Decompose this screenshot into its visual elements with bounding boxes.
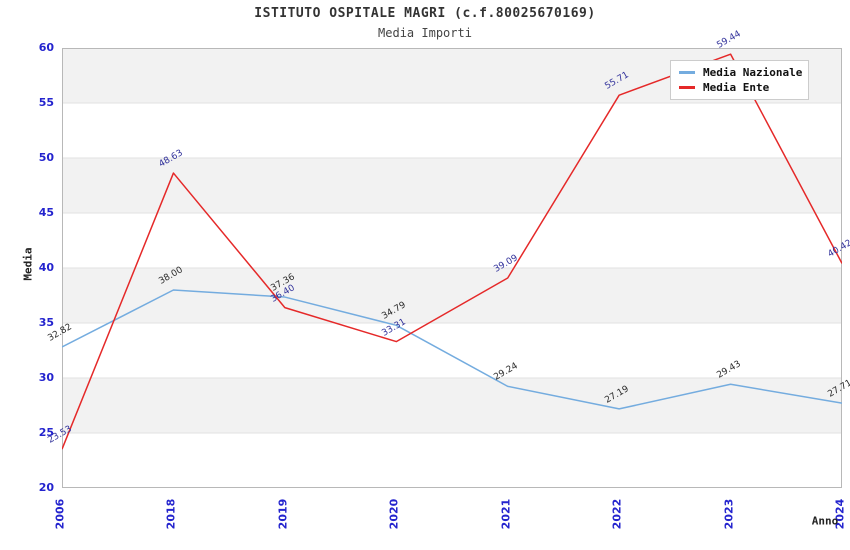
chart-subtitle: Media Importi: [378, 26, 472, 40]
x-tick: 2018: [164, 498, 178, 530]
x-axis-title: Anno: [811, 514, 839, 528]
x-tick: 2020: [387, 498, 401, 530]
y-tick: 25: [38, 426, 54, 439]
x-tick: 2023: [722, 498, 736, 530]
chart-title: ISTITUTO OSPITALE MAGRI (c.f.80025670169…: [254, 6, 596, 21]
legend: Media Nazionale Media Ente: [670, 60, 809, 100]
x-tick: 2006: [53, 498, 67, 530]
legend-item-ente: Media Ente: [671, 81, 808, 94]
x-tick: 2021: [499, 498, 513, 530]
legend-line-swatch: [679, 86, 695, 90]
series-line-nazionale: [62, 289, 842, 410]
y-tick: 35: [38, 316, 54, 329]
grid-band: [62, 158, 842, 213]
grid-band: [62, 268, 842, 323]
legend-line-swatch: [679, 70, 695, 74]
y-tick: 45: [38, 206, 54, 219]
y-tick: 20: [38, 481, 54, 494]
legend-item-nazionale: Media Nazionale: [671, 66, 808, 79]
x-tick: 2022: [610, 498, 624, 530]
x-tick: 2019: [276, 498, 290, 530]
grid-band: [62, 378, 842, 433]
legend-label: Media Ente: [703, 81, 770, 95]
y-axis-title: Media: [21, 247, 35, 281]
y-tick: 50: [38, 151, 54, 164]
y-tick: 30: [38, 371, 54, 384]
y-tick: 40: [38, 261, 54, 274]
y-tick: 55: [38, 96, 54, 109]
legend-label: Media Nazionale: [703, 65, 803, 79]
plot-frame: [62, 48, 842, 488]
y-tick: 60: [38, 41, 54, 54]
